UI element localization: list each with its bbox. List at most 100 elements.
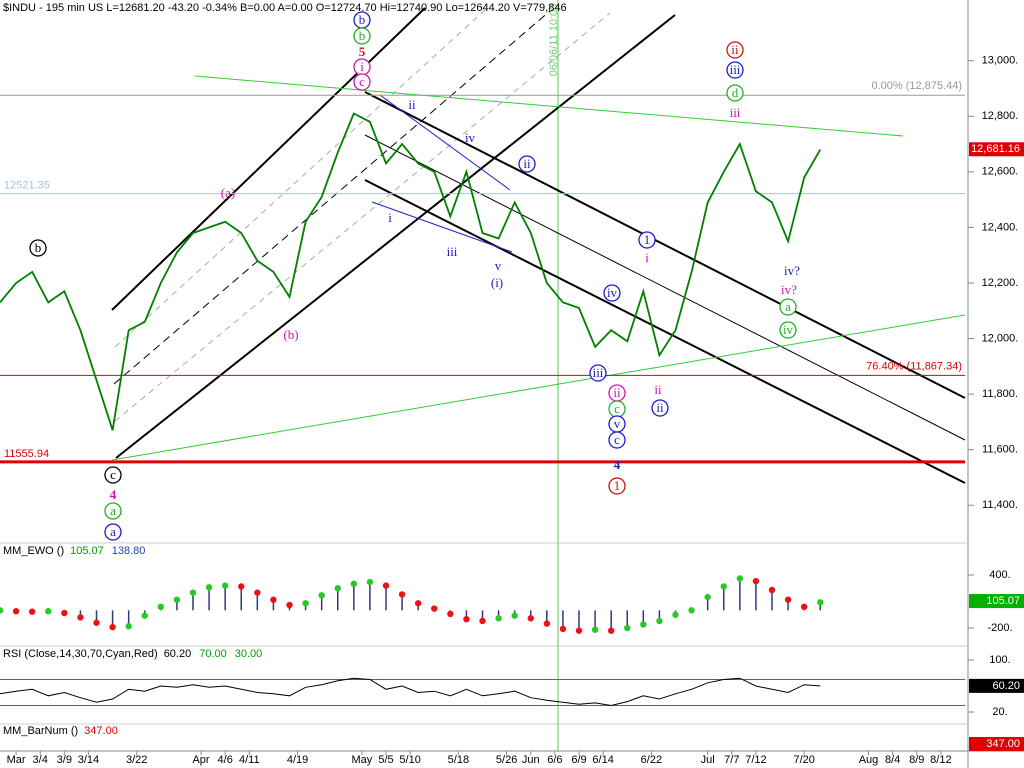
histogram-dot [672,611,679,618]
wave-label: ii [654,382,662,397]
histogram-dot [640,621,647,628]
level-label: 11555.94 [4,448,49,460]
header: $INDU - 195 min US L=12681.20 -43.20 -0.… [3,2,567,14]
histogram-dot [607,627,615,634]
x-tick-label: 6/6 [547,754,562,766]
wave-circle [608,431,626,449]
wave-circle [726,84,744,102]
wave-label: ii [523,156,531,171]
x-tick-label: 8/12 [930,754,951,766]
last-value-box [969,737,1024,751]
histogram-dot [768,586,776,594]
price-line [0,677,821,707]
wave-label: iv [465,130,476,145]
wave-label: a [785,299,791,314]
histogram-dot [575,627,583,634]
histogram-dot [591,626,599,633]
last-value-box [969,678,1024,693]
y-tick-label: 12,800. [982,110,1019,122]
histogram-dot [205,584,213,591]
histogram-dot [382,582,390,589]
histogram-dot [624,624,631,632]
y-tick-label: 100. [989,654,1010,666]
histogram-dot [270,596,277,603]
wave-label: iii [593,365,604,380]
wave-label: i [645,250,649,265]
last-value-box [969,594,1024,609]
x-tick-label: 3/9 [57,754,72,766]
last-value-label: 12,681.16 [971,143,1020,155]
wave-label: b [359,12,366,27]
wave-label: iv [783,322,794,337]
histogram-dot [688,607,695,614]
x-tick-label: 3/22 [126,754,147,766]
wave-label: iv? [784,263,800,278]
histogram-dot [286,601,293,609]
channel-line [115,14,676,459]
wave-label: iii [730,105,741,120]
x-tick-label: 7/12 [745,754,766,766]
histogram-dot [141,612,148,619]
histogram-dot [334,585,341,592]
histogram-dot [366,578,374,586]
x-tick-label: 5/10 [399,754,420,766]
histogram-dot [463,615,470,623]
wave-label: v [614,416,621,431]
y-tick-label: -200. [987,622,1012,634]
wave-label: c [614,401,620,416]
x-tick-label: 3/14 [78,754,99,766]
x-tick-label: 8/9 [909,754,924,766]
level-label: 12521.35 [4,180,50,192]
channel-line [114,12,611,422]
histogram-dot [479,617,486,625]
wave-circle [779,298,797,316]
wave-label: 1 [644,232,651,247]
x-tick-label: 5/26 [496,754,517,766]
wave-circle [589,364,607,382]
histogram-dot [28,608,36,615]
histogram-dot [350,580,358,588]
channel-line [364,179,966,484]
histogram-dot [656,617,663,625]
x-tick-label: 4/11 [239,754,260,766]
y-tick-label: 13,000. [982,55,1019,67]
x-tick-label: 8/4 [885,754,900,766]
level-label: 0.00% (12,875.44) [871,80,962,92]
wave-label: (b) [283,327,298,342]
readout: 70.00 [199,648,227,660]
histogram-dot [318,592,325,599]
price-line [0,112,822,431]
readout: 138.80 [112,545,146,557]
x-tick-label: 7/7 [724,754,739,766]
histogram-dot [0,607,4,614]
last-value-label: 105.07 [986,595,1020,607]
wave-label: i [360,59,364,74]
wave-label: i [388,210,392,225]
histogram-dot [398,591,406,598]
x-tick-label: 5/18 [448,754,469,766]
x-tick-label: Jul [701,754,715,766]
x-tick-label: Jun [522,754,540,766]
histogram-dot [447,610,454,618]
wave-circle [726,41,744,59]
x-tick-label: Mar [7,754,26,766]
wave-label: iii [730,62,741,77]
y-tick-label: 20. [992,706,1007,718]
histogram-dot [736,575,744,582]
y-tick-label: 12,000. [982,332,1019,344]
histogram-dot [61,609,68,617]
wave-circle [104,523,122,541]
wave-label: iv? [781,282,797,297]
histogram-dot [431,605,438,612]
histogram-dot [817,599,824,606]
histogram-dot [752,577,760,585]
wave-label: c [359,74,365,89]
histogram-dot [238,583,245,590]
x-tick-label: Aug [859,754,879,766]
panel-title: MM_EWO () [3,545,64,557]
y-tick-label: 12,600. [982,166,1019,178]
y-tick-label: 400. [989,569,1010,581]
readout: 105.07 [70,545,104,557]
histogram-dot [157,603,165,611]
